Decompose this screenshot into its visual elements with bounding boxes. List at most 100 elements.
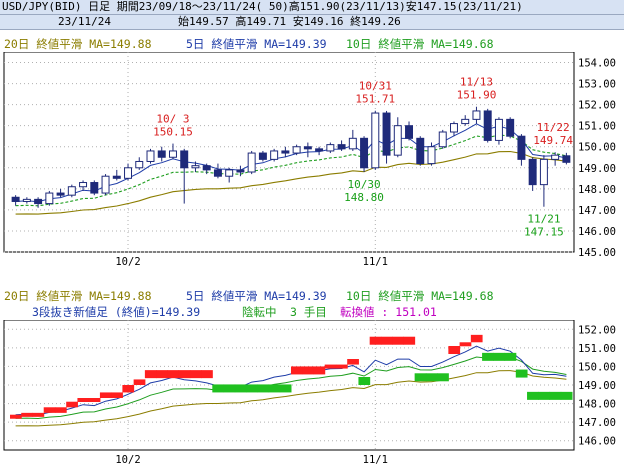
candle-body [506,118,515,137]
candle-body [56,192,65,196]
renko-brick [223,384,236,393]
renko-brick [133,379,146,385]
renko-brick [302,366,314,375]
renko-brick [538,391,551,400]
renko-brick [313,366,326,375]
candle-body [213,169,222,177]
high-annotation-value: 151.71 [355,93,395,106]
ma10-line [15,134,567,207]
renko-trend-label: 陰転中 [242,305,277,319]
candle-body [292,146,301,154]
candle-body [393,125,402,156]
candle-body [539,158,548,186]
renko-brick [88,398,101,402]
ma10-label: 10日 終値平滑 MA=149.68 [346,37,494,51]
candle-body [236,169,245,173]
candle-body [67,186,76,196]
y-tick-label: 149.00 [578,163,616,175]
high-annotation-value: 150.15 [153,126,193,139]
candle-body [326,144,335,152]
renko-brick [437,373,449,382]
renko-brick [99,392,112,398]
renko-brick [392,336,404,345]
ma20-label: 20日 終値平滑 MA=149.88 [4,37,152,51]
renko-brick [77,398,90,402]
candle-body [427,146,436,165]
candle-body [225,169,234,177]
candle-body [79,182,88,188]
renko-brick [268,384,281,393]
candle-body [472,110,481,120]
renko-brick [459,342,472,347]
candle-body [360,137,369,169]
renko-brick [504,352,517,361]
candle-body [202,165,211,171]
high-annotation-date: 10/ 3 [156,113,189,126]
renko-brick [201,370,213,379]
y-tick-label: 147.00 [578,417,616,429]
ma10-line [15,355,567,420]
candle-body [11,196,20,202]
candle-body [281,150,290,154]
y-tick-label: 148.00 [578,399,616,411]
candle-body [258,152,267,160]
ohlc-line: 始149.57 高149.71 安149.16 終149.26 [178,15,401,28]
y-tick-label: 147.00 [578,205,616,217]
renko-brick [279,384,292,393]
renko-brick [324,364,337,369]
candle-body [551,154,560,160]
x-tick-label: 11/1 [363,256,388,268]
low-annotation-value: 148.80 [344,191,384,204]
y-tick-label: 148.00 [578,184,616,196]
renko-brick [549,391,562,400]
lower-ma-legend: 20日 終値平滑 MA=149.88 5日 終値平滑 MA=149.39 10日… [0,288,624,304]
x-tick-label: 11/1 [363,454,388,466]
renko-brick [111,392,123,398]
renko-brick [178,370,191,379]
ma5-label-lower: 5日 終値平滑 MA=149.39 [186,289,327,303]
candle-body [461,118,470,125]
y-tick-label: 154.00 [578,58,616,70]
date-line: 23/11/24 [58,15,111,28]
candle-body [303,146,312,150]
ma10-label-lower: 10日 終値平滑 MA=149.68 [346,289,494,303]
candle-body [315,148,324,152]
high-annotation-value: 149.74 [533,134,573,147]
renko-brick [234,384,247,393]
renko-value-label: 3段抜き新値足 (終値)=149.39 [32,305,201,319]
renko-brick [347,359,359,365]
y-tick-label: 152.00 [578,100,616,112]
y-tick-label: 145.00 [578,247,616,259]
renko-brick [189,370,202,379]
candle-body [449,123,458,133]
renko-brick [122,385,135,393]
candle-body [416,137,425,165]
renko-chart: 152.00 151.00 150.00 149.00 148.00 147.00 146.… [3,320,616,466]
candle-body [101,175,110,194]
ma20-label-lower: 20日 終値平滑 MA=149.88 [4,289,152,303]
renko-brick [448,346,461,354]
candle-body [562,155,571,163]
candle-body [157,150,166,158]
low-annotation-date: 10/30 [347,178,380,191]
candle-body [337,144,346,150]
y-tick-label: 150.00 [578,361,616,373]
renko-brick [246,384,258,393]
candle-body [180,150,189,169]
renko-brick [54,407,67,413]
ma5-label: 5日 終値平滑 MA=149.39 [186,37,327,51]
renko-brick [212,384,225,393]
renko-brick [527,391,539,400]
renko-brick [32,412,45,417]
x-tick-label: 10/2 [115,454,140,466]
renko-brick [493,352,506,361]
renko-brick [291,366,303,375]
ma20-line [15,370,567,427]
candle-body [135,160,144,169]
candle-body [382,112,391,156]
candle-body [348,137,357,150]
renko-brick [10,414,22,419]
low-annotation-value: 147.15 [524,226,564,239]
renko-brick [167,370,180,379]
renko-brick [335,364,348,369]
